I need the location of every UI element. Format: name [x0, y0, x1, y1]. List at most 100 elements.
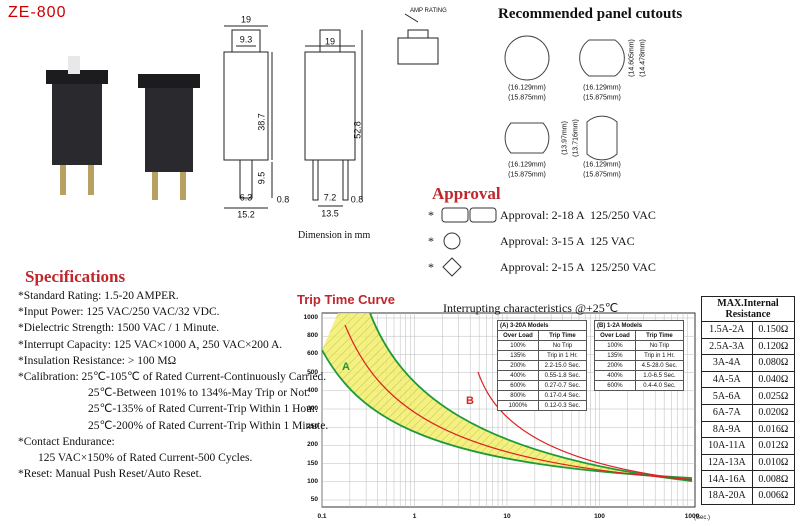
table-header: Over Load: [594, 330, 636, 341]
table-cell: 100%: [594, 340, 636, 351]
x-tick-label: 10: [503, 513, 511, 520]
cutout-label: (15.875mm): [508, 94, 546, 102]
table-row: 135% Trip in 1 Hr.: [594, 350, 685, 361]
table-cell: 0.008Ω: [751, 470, 796, 488]
table-cell: 0.4-4.0 Sec.: [634, 380, 685, 391]
dimension-label: 0.8: [276, 194, 290, 205]
curve-label: A: [342, 361, 350, 373]
table-row: 800% 0.17-0.4 Sec.: [497, 390, 588, 401]
table-row: Over Load Trip Time: [594, 330, 685, 341]
table-cell: 600%: [594, 380, 636, 391]
table-cell: 200%: [594, 360, 636, 371]
table-row: 14A-16A 0.008Ω: [701, 470, 796, 488]
table-cell: 10A-11A: [701, 437, 753, 455]
dimension-label: 19: [324, 36, 336, 47]
cutout-label: (15.875mm): [583, 171, 621, 179]
x-tick-label: 0.1: [317, 513, 327, 520]
table-cell: 200%: [497, 360, 539, 371]
table-cell: 2.5A-3A: [701, 337, 753, 356]
dimension-label: 9.5: [256, 171, 267, 185]
y-tick-label: 100: [307, 477, 318, 485]
y-tick-label: 800: [307, 331, 318, 339]
spec-line: *Calibration: 25℃-105℃ of Rated Current-…: [18, 371, 327, 383]
dimension-label: 15.2: [237, 209, 255, 220]
approval-marker: *: [428, 234, 434, 248]
table-row: 100% No Trip: [594, 340, 685, 351]
spec-line: 125 VAC×150% of Rated Current-500 Cycles…: [38, 452, 253, 464]
table-row: 1.5A-2A 0.150Ω: [701, 321, 796, 339]
table-row: 8A-9A 0.016Ω: [701, 420, 796, 439]
cutout-label: (16.129mm): [508, 84, 546, 92]
dimension-label: 9.3: [239, 34, 253, 45]
trip-table: (B) 1-2A Models Over Load Trip Time 100% No …: [594, 320, 685, 391]
table-cell: No Trip: [634, 340, 685, 351]
table-cell: 0.012Ω: [751, 437, 796, 455]
table-row: 135% Trip in 1 Hr.: [497, 350, 588, 361]
table-cell: Trip in 1 Hr.: [537, 350, 588, 361]
table-cell: 0.016Ω: [751, 420, 796, 439]
table-row: 2.5A-3A 0.120Ω: [701, 337, 796, 356]
spec-line: *Contact Endurance:: [18, 435, 115, 448]
dimension-label: 38.7: [256, 113, 267, 131]
amp-rating-label: AMP RATING: [410, 8, 447, 14]
table-row: 3A-4A 0.080Ω: [701, 354, 796, 372]
curve-label: B: [466, 395, 474, 407]
table-cell: 135%: [497, 350, 539, 361]
spec-line: *Dielectric Strength: 1500 VAC / 1 Minut…: [18, 322, 220, 335]
cutout-label: (15.875mm): [508, 171, 546, 179]
cutout-label: (16.129mm): [583, 161, 621, 169]
approval-text: Approval: 2-15 A 125/250 VAC: [500, 260, 656, 274]
table-header: Over Load: [497, 330, 539, 341]
cutout-label: (14.478mm): [639, 39, 647, 77]
table-row: 200% 2.2-15.0 Sec.: [497, 360, 588, 371]
x-tick-label: 1000: [684, 513, 700, 520]
y-tick-label: 150: [307, 459, 318, 467]
dimension-drawing: [223, 13, 439, 209]
trip-table: (A) 3-20A Models Over Load Trip Time 100% No…: [497, 320, 588, 411]
table-cell: 0.12-0.3 Sec.: [537, 400, 588, 411]
trip-curve-title: Trip Time Curve: [297, 292, 396, 307]
table-cell: No Trip: [537, 340, 588, 351]
approval-marker: *: [428, 260, 434, 274]
cutout-label: (13.716mm): [572, 119, 580, 157]
table-cell: 0.27-0.7 Sec.: [537, 380, 588, 391]
trip-curve-subtitle: Interrupting characteristics @+25℃: [443, 301, 619, 315]
table-row: 1000% 0.12-0.3 Sec.: [497, 400, 588, 411]
table-row: 200% 4.5-28.0 Sec.: [594, 360, 685, 371]
dimension-caption: Dimension in mm: [298, 230, 371, 241]
approval-text: Approval: 2-18 A 125/250 VAC: [500, 208, 656, 222]
table-cell: 3A-4A: [701, 354, 753, 372]
spec-line: *Input Power: 125 VAC/250 VAC/32 VDC.: [18, 306, 220, 319]
y-tick-label: 600: [307, 350, 318, 358]
table-cell: Trip in 1 Hr.: [634, 350, 685, 361]
spec-line: *Interrupt Capacity: 125 VAC×1000 A, 250…: [18, 338, 283, 351]
table-title: (B) 1-2A Models: [594, 320, 684, 331]
x-tick-label: 1: [412, 513, 417, 520]
product-photo: [46, 56, 200, 200]
table-cell: 0.120Ω: [751, 337, 796, 356]
dimension-label: 13.5: [321, 208, 339, 219]
spec-line: 25℃-135% of Rated Current-Trip Within 1 …: [88, 403, 318, 416]
table-cell: 0.55-1.8 Sec.: [537, 370, 588, 381]
spec-line: 25℃-200% of Rated Current-Trip Within 1 …: [88, 419, 329, 432]
x-unit: (Sec.): [694, 515, 711, 521]
table-title: (A) 3-20A Models: [497, 320, 587, 331]
table-cell: 100%: [497, 340, 539, 351]
table-cell: 400%: [594, 370, 636, 381]
dimension-label: 0.8: [350, 194, 364, 205]
table-row: 4A-5A 0.040Ω: [701, 370, 796, 389]
table-cell: 600%: [497, 380, 539, 391]
table-row: 100% No Trip: [497, 340, 588, 351]
specifications-title: Specifications: [25, 267, 126, 286]
y-tick-label: 250: [307, 422, 318, 430]
spec-line: 25℃-Between 101% to 134%-May Trip or Not…: [88, 387, 311, 400]
x-tick-label: 100: [594, 513, 605, 520]
table-cell: 0.010Ω: [751, 453, 796, 472]
approval-text: Approval: 3-15 A 125 VAC: [500, 234, 635, 248]
table-row: (A) 3-20A Models: [497, 320, 587, 331]
table-cell: 1000%: [497, 400, 539, 411]
cutout-label: (13.97mm): [561, 121, 569, 155]
cutout-label: (14.605mm): [628, 39, 636, 77]
cutouts-title: Recommended panel cutouts: [498, 6, 683, 22]
